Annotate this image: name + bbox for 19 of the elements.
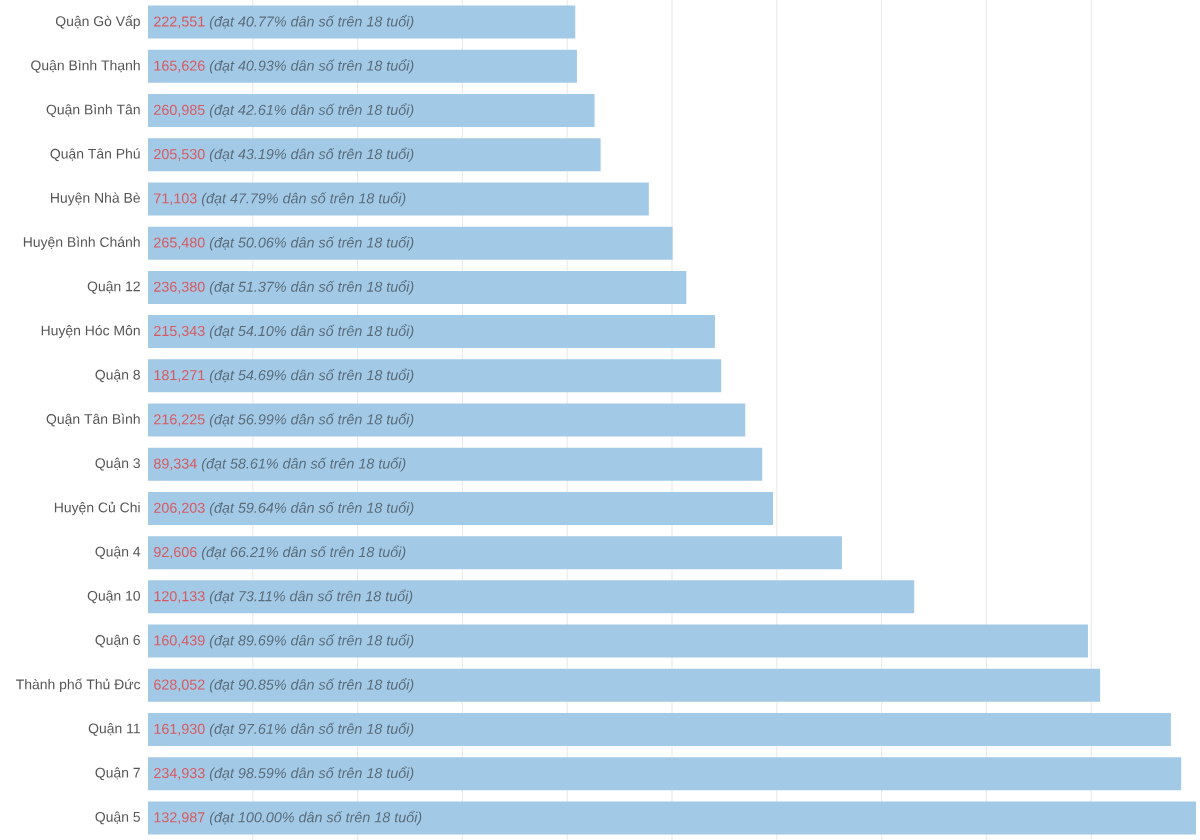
bar [148, 182, 649, 216]
bar [148, 403, 746, 437]
bar [148, 270, 687, 304]
bar [148, 49, 577, 83]
bar [148, 536, 842, 570]
bar [148, 94, 595, 128]
bar [148, 315, 715, 349]
bar [148, 757, 1182, 791]
bar [148, 138, 601, 172]
bar [148, 580, 915, 614]
bar [148, 447, 763, 481]
bar [148, 668, 1101, 702]
bar [148, 491, 774, 525]
bar [148, 801, 1197, 835]
bar [148, 624, 1088, 658]
bar [148, 359, 722, 393]
bar [148, 226, 673, 260]
bar [148, 712, 1171, 746]
bar [148, 5, 576, 39]
